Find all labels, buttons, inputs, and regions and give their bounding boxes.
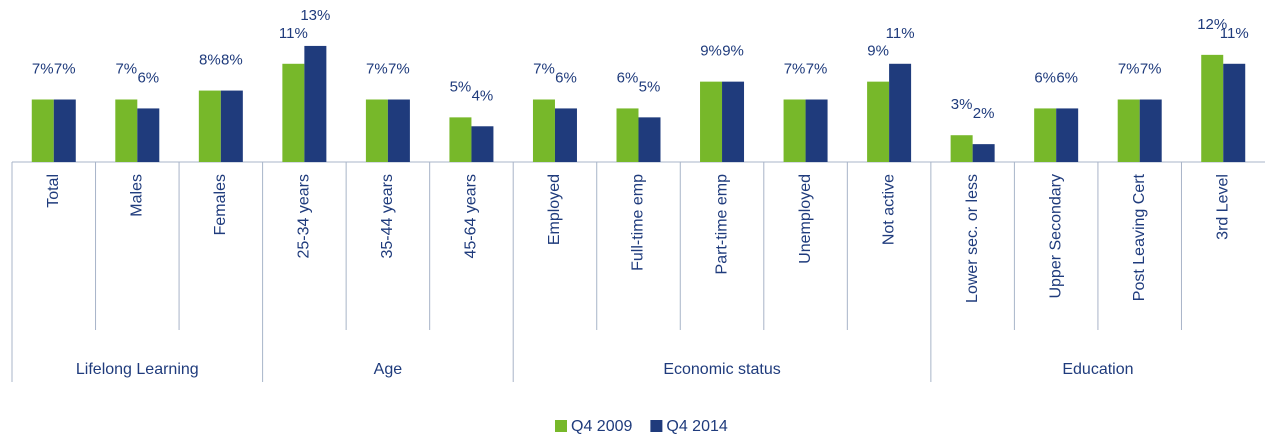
bar	[867, 81, 890, 162]
bar	[1201, 54, 1224, 162]
bar	[137, 108, 160, 162]
value-label: 12%	[1197, 16, 1227, 33]
group-label: Lifelong Learning	[76, 361, 199, 378]
value-label: 8%	[221, 52, 243, 69]
value-label: 2%	[973, 105, 995, 122]
x-tick-label: Unemployed	[797, 174, 814, 264]
x-tick-label: Lower sec. or less	[964, 174, 981, 303]
value-label: 7%	[115, 60, 137, 77]
bar	[554, 108, 577, 162]
group-label: Education	[1062, 361, 1133, 378]
value-label: 9%	[700, 43, 722, 60]
bar	[220, 90, 243, 162]
value-label: 7%	[388, 60, 410, 77]
value-label: 3%	[951, 96, 973, 113]
bar	[31, 99, 54, 162]
group-label: Economic status	[663, 361, 780, 378]
bar	[198, 90, 221, 162]
bar	[449, 117, 472, 162]
group-label: Age	[374, 361, 403, 378]
legend-label: Q4 2009	[571, 418, 632, 435]
value-label: 6%	[617, 69, 639, 86]
legend-swatch	[555, 420, 567, 432]
bar	[1056, 108, 1079, 162]
x-tick-label: Males	[129, 174, 146, 217]
x-tick-label: Females	[212, 174, 229, 235]
x-tick-label: Full-time emp	[630, 174, 647, 271]
bar	[972, 144, 995, 162]
x-tick-label: Employed	[546, 174, 563, 245]
x-tick-label: 3rd Level	[1214, 174, 1231, 240]
x-tick-label: Not active	[880, 174, 897, 245]
value-label: 11%	[279, 25, 308, 42]
bar	[783, 99, 806, 162]
value-label: 8%	[199, 52, 221, 69]
bar	[1223, 63, 1246, 162]
value-label: 7%	[1118, 60, 1140, 77]
bar	[115, 99, 138, 162]
value-label: 11%	[886, 25, 915, 42]
x-tick-label: 35-44 years	[379, 174, 396, 259]
value-label: 11%	[1220, 25, 1249, 42]
value-label: 7%	[54, 60, 76, 77]
bar	[805, 99, 828, 162]
value-label: 7%	[1140, 60, 1162, 77]
bar	[722, 81, 745, 162]
bar	[616, 108, 639, 162]
x-tick-label: Upper Secondary	[1047, 174, 1064, 299]
value-label: 7%	[806, 60, 828, 77]
bar	[53, 99, 76, 162]
x-tick-label: Post Leaving Cert	[1131, 173, 1148, 301]
value-label: 7%	[32, 60, 54, 77]
x-tick-label: Part-time emp	[713, 174, 730, 275]
x-tick-label: 25-34 years	[296, 174, 313, 259]
bar	[365, 99, 388, 162]
x-tick-label: Total	[45, 174, 62, 208]
bar	[471, 126, 494, 162]
bar	[1034, 108, 1057, 162]
bar	[282, 63, 305, 162]
bar	[387, 99, 410, 162]
bar	[304, 45, 327, 162]
value-label: 5%	[450, 78, 472, 95]
value-label: 6%	[1056, 69, 1078, 86]
value-label: 7%	[784, 60, 806, 77]
value-label: 7%	[533, 60, 555, 77]
bar	[700, 81, 723, 162]
value-label: 9%	[722, 43, 744, 60]
bar	[1139, 99, 1162, 162]
value-label: 6%	[555, 69, 577, 86]
value-label: 13%	[300, 7, 330, 24]
bar	[532, 99, 555, 162]
value-label: 7%	[366, 60, 388, 77]
value-label: 5%	[639, 78, 661, 95]
bar	[889, 63, 912, 162]
value-label: 6%	[137, 69, 159, 86]
x-tick-label: 45-64 years	[463, 174, 480, 259]
value-label: 9%	[867, 43, 889, 60]
bar	[950, 135, 973, 162]
value-label: 6%	[1034, 69, 1056, 86]
bar	[638, 117, 661, 162]
bar	[1117, 99, 1140, 162]
legend-swatch	[650, 420, 663, 432]
legend-label: Q4 2014	[666, 418, 727, 435]
value-label: 4%	[472, 87, 494, 104]
